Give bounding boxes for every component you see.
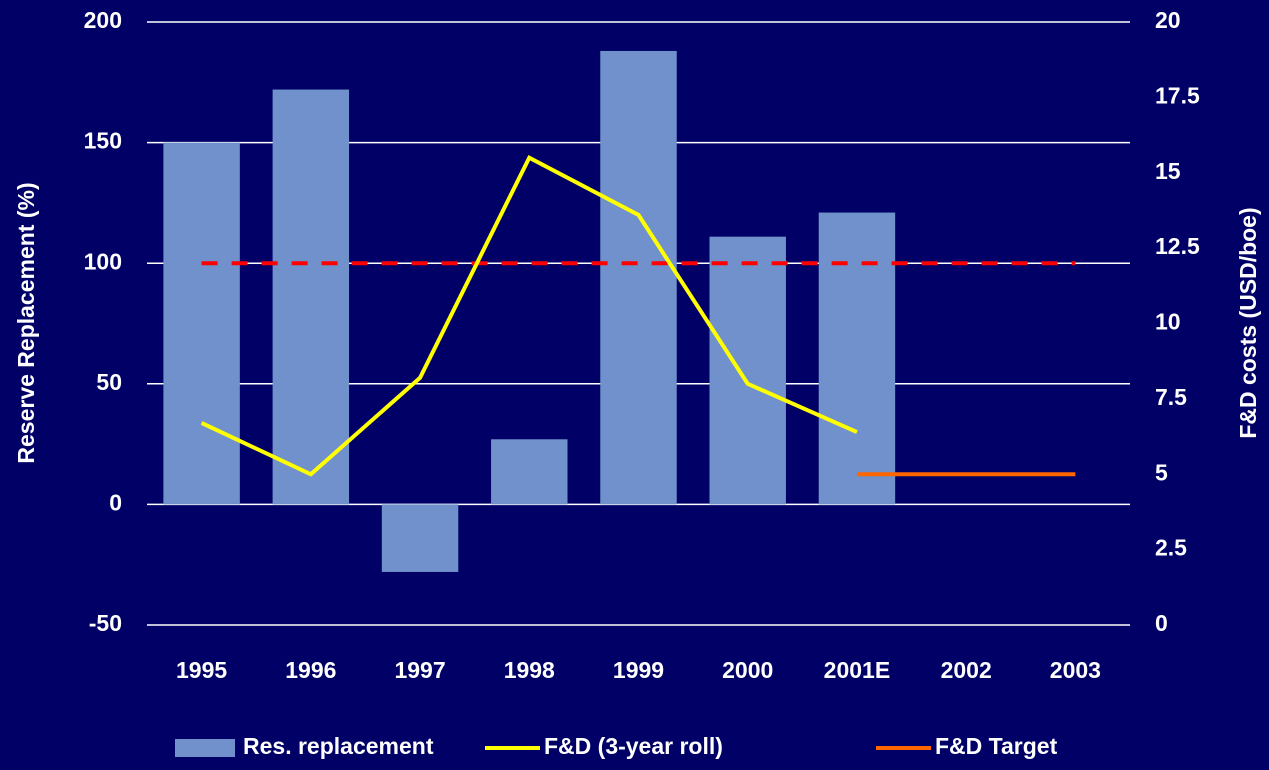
y2-tick-label: 20 [1155,7,1181,33]
bar [163,142,240,505]
bar [600,50,677,505]
y2-tick-label: 5 [1155,459,1168,485]
y2-tick-label: 15 [1155,158,1181,184]
bar [709,236,786,505]
legend-label: F&D (3-year roll) [544,733,723,759]
y-tick-label: 200 [84,7,122,33]
y2-tick-label: 7.5 [1155,384,1187,410]
x-tick-label: 1996 [285,657,336,683]
y2-tick-label: 10 [1155,309,1181,335]
x-tick-label: 2000 [722,657,773,683]
x-tick-label: 1997 [394,657,445,683]
x-tick-label: 2002 [941,657,992,683]
x-tick-label: 1995 [176,657,227,683]
y-tick-label: 150 [84,128,122,154]
y-axis-label: Reserve Replacement (%) [13,182,39,463]
y2-axis-label: F&D costs (USD/boe) [1235,207,1261,438]
bar [272,89,350,505]
y-tick-label: 0 [109,489,122,515]
x-tick-label: 1998 [504,657,555,683]
legend-label: Res. replacement [243,733,434,759]
y2-tick-label: 12.5 [1155,233,1200,259]
y-tick-label: -50 [89,610,122,636]
bar [818,212,896,505]
y2-tick-label: 2.5 [1155,535,1187,561]
x-tick-label: 1999 [613,657,664,683]
line [200,154,858,477]
x-tick-label: 2003 [1050,657,1101,683]
bar [491,439,568,505]
y2-tick-label: 0 [1155,610,1168,636]
legend-swatch [175,739,235,757]
y-tick-label: 50 [96,369,122,395]
y-tick-label: 100 [84,248,122,274]
bar [381,504,459,572]
legend-label: F&D Target [935,733,1058,759]
x-tick-label: 2001E [824,657,891,683]
y2-tick-label: 17.5 [1155,82,1200,108]
